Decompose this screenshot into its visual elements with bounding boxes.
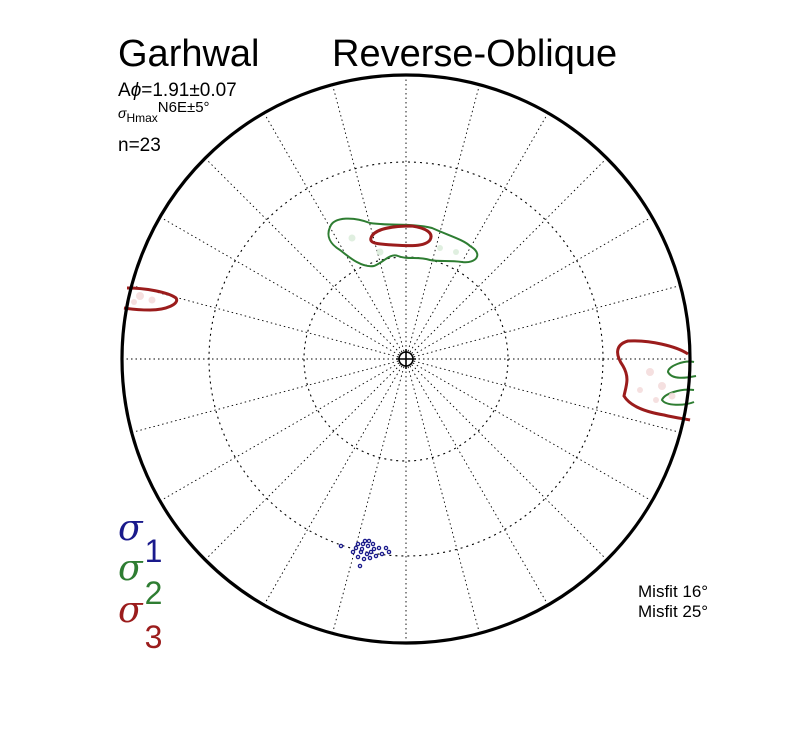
dip-circle-outer — [208, 161, 604, 557]
azimuth-line-105 — [413, 360, 681, 433]
azimuth-line-240 — [159, 362, 400, 502]
primitive-circle — [120, 73, 692, 645]
aphi-number: =1.91±0.07 — [141, 80, 236, 101]
faint-samples — [131, 292, 676, 403]
sigma1-points — [338, 538, 392, 569]
azimuth-line-45 — [411, 157, 608, 354]
azimuth-line-300 — [159, 216, 400, 356]
azimuth-line-135 — [411, 364, 608, 561]
legend-sigma3: σ3 — [118, 590, 162, 655]
legend: σ1 σ2 σ3 — [118, 508, 162, 655]
aphi-prefix: A — [118, 80, 131, 101]
azimuth-line-210 — [263, 365, 403, 606]
dip-circle-inner — [303, 256, 509, 462]
azimuth-line-15 — [407, 84, 480, 352]
azimuth-line-150 — [409, 365, 549, 606]
aphi-symbol: ϕ — [131, 80, 142, 101]
aphi-value: Aϕ=1.91±0.07 — [118, 80, 237, 101]
azimuth-line-75 — [413, 285, 681, 358]
sigma3-contour-north — [369, 224, 433, 248]
shmax-sigma: σ — [118, 105, 127, 121]
azimuth-line-165 — [407, 366, 480, 634]
sigma3-contour-west — [123, 286, 179, 312]
region-title: Garhwal — [118, 33, 260, 75]
azimuth-line-60 — [412, 216, 653, 356]
center-marker — [396, 349, 416, 369]
azimuth-line-120 — [412, 362, 653, 502]
shmax-azimuth: N6E±5° — [158, 99, 210, 116]
azimuth-line-30 — [409, 112, 549, 353]
sigma3-contour-east — [616, 339, 691, 422]
azimuth-line-225 — [204, 364, 401, 561]
azimuth-line-315 — [204, 157, 401, 354]
shmax-value: σHmaxN6E±5° — [118, 99, 210, 125]
azimuth-line-330 — [263, 112, 403, 353]
sigma2-contour-east-b — [660, 388, 695, 406]
azimuth-line-195 — [332, 366, 405, 634]
azimuth-line-255 — [131, 360, 399, 433]
faint-samples-green — [348, 234, 459, 256]
misfit-1: Misfit 16° — [638, 582, 708, 601]
azimuth-line-345 — [332, 84, 405, 352]
regime-title: Reverse-Oblique — [332, 33, 617, 75]
shmax-subscript: Hmax — [126, 111, 157, 125]
sigma2-contour-east-a — [666, 360, 697, 379]
legend-sigma1: σ1 — [118, 508, 162, 569]
legend-sigma2: σ2 — [118, 548, 162, 611]
misfit-2: Misfit 25° — [638, 602, 708, 621]
sigma2-contour-north — [327, 217, 479, 268]
n-count: n=23 — [118, 135, 161, 156]
stereonet — [120, 73, 697, 645]
